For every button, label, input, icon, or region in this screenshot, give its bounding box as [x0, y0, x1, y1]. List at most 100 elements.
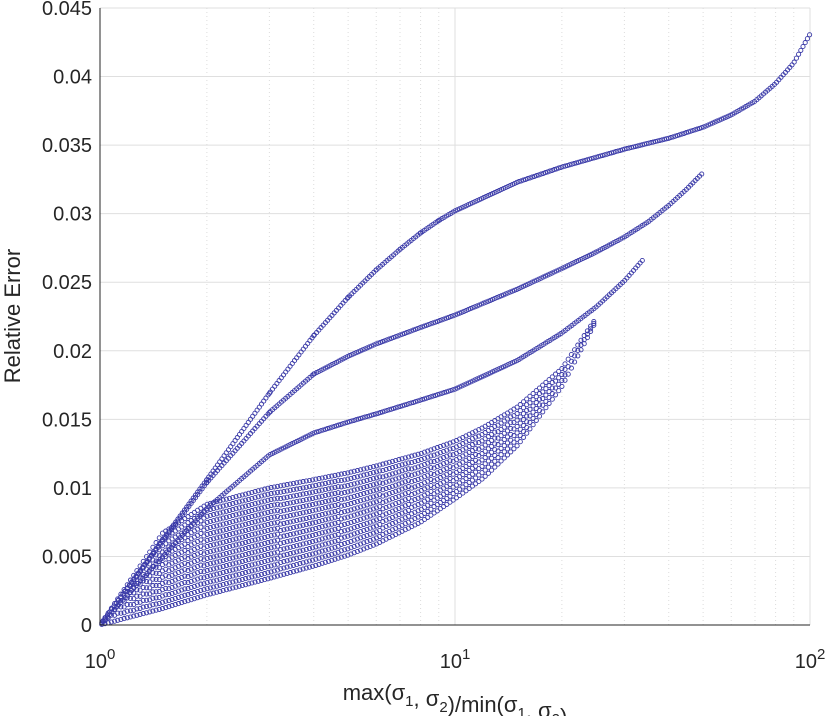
data-point [399, 456, 405, 462]
data-point [290, 512, 297, 518]
data-point [536, 172, 542, 178]
data-point [118, 604, 124, 610]
data-point [143, 610, 150, 616]
data-point [166, 592, 172, 598]
data-point [182, 573, 188, 579]
data-point [252, 519, 258, 525]
data-point [345, 476, 351, 482]
data-point [511, 433, 517, 439]
data-point [227, 562, 233, 568]
data-point [262, 552, 268, 559]
data-point [140, 578, 146, 584]
data-point [258, 547, 265, 553]
data-point [388, 335, 394, 341]
data-point [412, 484, 418, 490]
data-point [342, 534, 348, 540]
data-point [172, 583, 178, 589]
data-point [412, 458, 418, 465]
data-point [310, 532, 316, 539]
data-point [156, 606, 162, 612]
data-point [207, 537, 213, 543]
data-point [345, 470, 351, 476]
data-point [399, 468, 405, 474]
data-point [284, 520, 290, 526]
data-point [223, 514, 229, 520]
data-point [287, 513, 293, 519]
data-point [593, 154, 599, 160]
data-point [220, 539, 226, 545]
data-point [243, 515, 249, 521]
data-point [348, 532, 354, 538]
data-point [198, 518, 204, 524]
data-point [281, 501, 287, 507]
data-point [386, 459, 392, 465]
data-point [399, 403, 405, 409]
data-point [421, 449, 428, 455]
data-point [345, 482, 351, 489]
data-point [428, 500, 434, 506]
data-point [482, 455, 488, 461]
data-point [294, 492, 300, 498]
data-point [255, 524, 261, 530]
data-point [268, 557, 274, 563]
data-point [214, 553, 220, 559]
data-point [252, 525, 258, 531]
data-point [345, 501, 351, 508]
data-point [204, 580, 210, 586]
data-point [217, 546, 223, 552]
data-point [198, 594, 204, 600]
data-point [265, 491, 271, 497]
data-point [663, 136, 670, 142]
data-point [220, 527, 226, 533]
data-point [258, 541, 265, 547]
data-point [367, 483, 373, 489]
data-point [131, 584, 137, 590]
data-point [265, 552, 271, 558]
data-point [143, 591, 150, 597]
data-point [204, 549, 210, 556]
data-point [265, 527, 271, 534]
data-point [252, 489, 258, 495]
data-point [134, 574, 140, 580]
data-point [121, 592, 127, 598]
data-point [121, 616, 127, 622]
data-point [408, 400, 414, 406]
data-point [188, 578, 194, 584]
data-point [249, 520, 255, 526]
data-point [230, 543, 236, 549]
data-point [121, 604, 127, 610]
data-point [243, 527, 249, 533]
data-point [140, 604, 146, 610]
data-point [332, 532, 338, 538]
data-point [278, 540, 284, 546]
data-point [137, 581, 143, 587]
data-point [258, 571, 265, 577]
data-point [533, 394, 539, 400]
data-point [217, 504, 223, 510]
data-point [415, 325, 421, 332]
data-point [211, 500, 217, 506]
data-point [696, 125, 703, 131]
data-point [421, 455, 428, 461]
data-point [243, 576, 249, 582]
data-point [230, 494, 236, 501]
data-point [473, 452, 479, 458]
data-point [306, 515, 313, 521]
data-point [294, 549, 300, 555]
data-point [236, 577, 242, 583]
data-point [364, 484, 370, 490]
data-point [150, 576, 156, 582]
data-point [316, 561, 322, 567]
data-point [265, 576, 271, 582]
data-point [326, 504, 332, 510]
data-point [306, 490, 313, 496]
data-point [246, 563, 252, 569]
data-point [204, 507, 210, 513]
data-point [274, 549, 281, 555]
data-point [217, 516, 223, 522]
data-point [255, 506, 261, 512]
data-point [300, 541, 306, 547]
data-point [545, 169, 551, 175]
data-point [278, 502, 284, 508]
data-point [306, 564, 313, 570]
